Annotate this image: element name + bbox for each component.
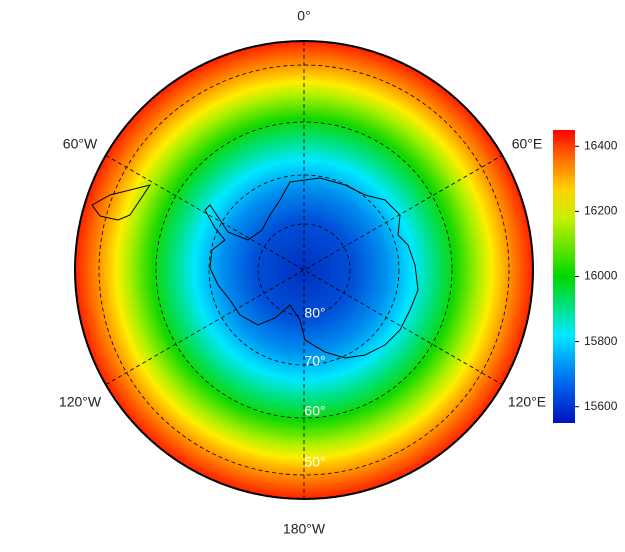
lat-label: 80° [304, 305, 325, 321]
lat-label: 60° [304, 403, 325, 419]
lon-label: 120°W [59, 394, 102, 410]
colorbar-tick-label: 15800 [584, 334, 618, 348]
map-border [74, 40, 534, 500]
lon-label: 180°W [283, 521, 326, 537]
colorbar-tick-label: 16000 [584, 269, 618, 283]
lat-label: 50° [304, 454, 325, 470]
field [75, 41, 533, 499]
lon-label: 60°E [512, 136, 543, 152]
colorbar: 15600 15800 16000 16200 16400 [553, 130, 618, 423]
lon-label: 0° [297, 8, 310, 24]
graticule [98, 41, 510, 499]
map: 0° 60°E 120°E 180°W 120°W 60°W 80° 70° 6… [59, 8, 546, 537]
lon-label: 60°W [63, 136, 98, 152]
colorbar-ramp [553, 130, 575, 423]
south-america [91, 184, 152, 221]
lat-label: 70° [304, 353, 325, 369]
colorbar-tick-label: 16200 [584, 204, 618, 218]
lon-label: 120°E [508, 394, 546, 410]
colorbar-tick-label: 16400 [584, 138, 618, 152]
coastline [204, 177, 419, 359]
colorbar-tick-label: 15600 [584, 399, 618, 413]
